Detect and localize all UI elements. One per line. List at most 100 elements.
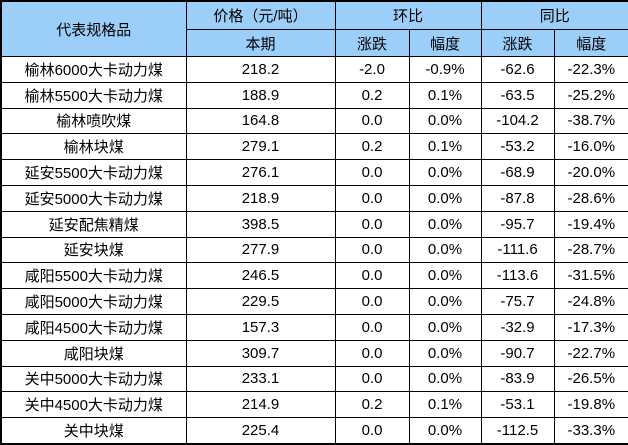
table-row: 咸阳5000大卡动力煤 229.5 0.0 0.0% -75.7 -24.8%: [0, 288, 628, 315]
mom-pct-cell: 0.1%: [408, 391, 482, 419]
yoy-pct-cell: -28.7%: [553, 236, 628, 264]
yoy-change-cell: -53.1: [480, 391, 555, 419]
yoy-pct-cell: -22.3%: [553, 56, 628, 83]
product-name-cell: 榆林块煤: [0, 133, 187, 161]
header-group-row: 代表规格品 价格（元/吨） 环比 同比: [0, 0, 628, 57]
mom-pct-cell: 0.0%: [408, 262, 482, 290]
col-header-yoy-pct: 幅度: [553, 29, 628, 57]
table-row: 咸阳4500大卡动力煤 157.3 0.0 0.0% -32.9 -17.3%: [0, 313, 628, 341]
yoy-change-cell: -32.9: [480, 313, 555, 341]
current-price-cell: 246.5: [185, 262, 336, 290]
product-name-cell: 延安块煤: [0, 236, 187, 264]
yoy-pct-cell: -16.0%: [553, 133, 628, 161]
col-header-yoy-change: 涨跌: [480, 29, 555, 57]
yoy-change-cell: -87.8: [480, 184, 555, 212]
current-price-cell: 276.1: [185, 159, 336, 186]
mom-change-cell: 0.0: [334, 236, 410, 264]
mom-pct-cell: 0.0%: [408, 339, 482, 367]
yoy-pct-cell: -24.8%: [553, 288, 628, 315]
table-row: 关中4500大卡动力煤 214.9 0.2 0.1% -53.1 -19.8%: [0, 391, 628, 419]
table-row: 榆林块煤 279.1 0.2 0.1% -53.2 -16.0%: [0, 133, 628, 161]
col-header-mom-change: 涨跌: [334, 29, 410, 57]
yoy-pct-cell: -20.0%: [553, 159, 628, 186]
mom-pct-cell: 0.0%: [408, 313, 482, 341]
yoy-change-cell: -113.6: [480, 262, 555, 290]
current-price-cell: 218.2: [185, 56, 336, 83]
table-row: 延安5000大卡动力煤 218.9 0.0 0.0% -87.8 -28.6%: [0, 184, 628, 212]
current-price-cell: 157.3: [185, 313, 336, 341]
yoy-change-cell: -53.2: [480, 133, 555, 161]
mom-change-cell: 0.0: [334, 210, 410, 238]
yoy-pct-cell: -26.5%: [553, 365, 628, 393]
product-name-cell: 榆林5500大卡动力煤: [0, 81, 187, 109]
yoy-change-cell: -111.6: [480, 236, 555, 264]
mom-pct-cell: -0.9%: [408, 56, 482, 83]
mom-change-cell: 0.0: [334, 288, 410, 315]
product-name-cell: 关中5000大卡动力煤: [0, 365, 187, 393]
table-row: 咸阳5500大卡动力煤 246.5 0.0 0.0% -113.6 -31.5%: [0, 262, 628, 290]
mom-change-cell: 0.2: [334, 391, 410, 419]
table-row: 延安5500大卡动力煤 276.1 0.0 0.0% -68.9 -20.0%: [0, 159, 628, 186]
table-header: 代表规格品 价格（元/吨） 环比 同比 本期 涨跌 幅度 涨跌 幅度: [0, 0, 628, 57]
product-name-cell: 咸阳4500大卡动力煤: [0, 313, 187, 341]
yoy-pct-cell: -17.3%: [553, 313, 628, 341]
table-row: 榆林5500大卡动力煤 188.9 0.2 0.1% -63.5 -25.2%: [0, 81, 628, 109]
mom-change-cell: 0.2: [334, 81, 410, 109]
yoy-change-cell: -63.5: [480, 81, 555, 109]
product-name-cell: 延安5500大卡动力煤: [0, 159, 187, 186]
yoy-pct-cell: -19.4%: [553, 210, 628, 238]
yoy-change-cell: -95.7: [480, 210, 555, 238]
mom-change-cell: 0.0: [334, 107, 410, 135]
product-name-cell: 延安5000大卡动力煤: [0, 184, 187, 212]
col-header-mom-group: 环比: [334, 0, 482, 30]
yoy-pct-cell: -33.3%: [553, 417, 628, 445]
col-header-price-group: 价格（元/吨）: [185, 0, 336, 30]
yoy-pct-cell: -19.8%: [553, 391, 628, 419]
current-price-cell: 233.1: [185, 365, 336, 393]
col-header-spec: 代表规格品: [0, 0, 187, 57]
mom-change-cell: 0.0: [334, 262, 410, 290]
yoy-pct-cell: -22.7%: [553, 339, 628, 367]
table-row: 关中块煤 225.4 0.0 0.0% -112.5 -33.3%: [0, 417, 628, 445]
current-price-cell: 277.9: [185, 236, 336, 264]
mom-pct-cell: 0.0%: [408, 184, 482, 212]
product-name-cell: 榆林喷吹煤: [0, 107, 187, 135]
mom-change-cell: 0.0: [334, 159, 410, 186]
product-name-cell: 咸阳5000大卡动力煤: [0, 288, 187, 315]
yoy-pct-cell: -25.2%: [553, 81, 628, 109]
product-name-cell: 关中4500大卡动力煤: [0, 391, 187, 419]
mom-pct-cell: 0.0%: [408, 236, 482, 264]
current-price-cell: 218.9: [185, 184, 336, 212]
col-header-mom-pct: 幅度: [408, 29, 482, 57]
mom-change-cell: -2.0: [334, 56, 410, 83]
current-price-cell: 279.1: [185, 133, 336, 161]
current-price-cell: 188.9: [185, 81, 336, 109]
table-row: 咸阳块煤 309.7 0.0 0.0% -90.7 -22.7%: [0, 339, 628, 367]
mom-pct-cell: 0.0%: [408, 107, 482, 135]
mom-pct-cell: 0.1%: [408, 133, 482, 161]
product-name-cell: 延安配焦精煤: [0, 210, 187, 238]
mom-pct-cell: 0.0%: [408, 365, 482, 393]
product-name-cell: 咸阳5500大卡动力煤: [0, 262, 187, 290]
yoy-change-cell: -112.5: [480, 417, 555, 445]
mom-pct-cell: 0.0%: [408, 288, 482, 315]
yoy-pct-cell: -31.5%: [553, 262, 628, 290]
header-sub-row: 本期 涨跌 幅度 涨跌 幅度: [1, 29, 628, 57]
current-price-cell: 309.7: [185, 339, 336, 367]
yoy-change-cell: -83.9: [480, 365, 555, 393]
table-row: 延安配焦精煤 398.5 0.0 0.0% -95.7 -19.4%: [0, 210, 628, 238]
yoy-pct-cell: -38.7%: [553, 107, 628, 135]
current-price-cell: 398.5: [185, 210, 336, 238]
mom-pct-cell: 0.0%: [408, 210, 482, 238]
current-price-cell: 229.5: [185, 288, 336, 315]
product-name-cell: 榆林6000大卡动力煤: [0, 56, 187, 83]
product-name-cell: 关中块煤: [0, 417, 187, 445]
yoy-pct-cell: -28.6%: [553, 184, 628, 212]
mom-change-cell: 0.0: [334, 184, 410, 212]
mom-change-cell: 0.0: [334, 313, 410, 341]
yoy-change-cell: -90.7: [480, 339, 555, 367]
current-price-cell: 164.8: [185, 107, 336, 135]
table-body: 榆林6000大卡动力煤 218.2 -2.0 -0.9% -62.6 -22.3% 榆林55…: [0, 56, 628, 445]
mom-pct-cell: 0.0%: [408, 159, 482, 186]
